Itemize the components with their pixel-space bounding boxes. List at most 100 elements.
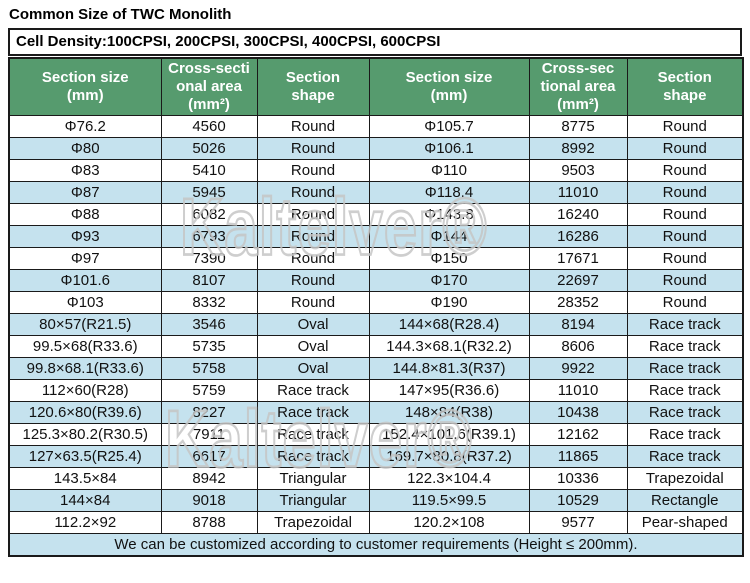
- cell: 148×84(R38): [368, 401, 530, 424]
- cell: Round: [626, 203, 744, 226]
- cell: Round: [626, 181, 744, 204]
- table-row: Φ97 7390 Round Φ150 17671 Round: [8, 247, 744, 270]
- cell: 5945: [160, 181, 258, 204]
- cell: Round: [626, 137, 744, 160]
- cell: Φ190: [368, 291, 530, 314]
- cell: Race track: [626, 357, 744, 380]
- cell: Round: [626, 291, 744, 314]
- cell: Round: [626, 115, 744, 138]
- cell: 144×68(R28.4): [368, 313, 530, 336]
- cell: Round: [626, 269, 744, 292]
- cell: 9922: [528, 357, 628, 380]
- cell: Φ150: [368, 247, 530, 270]
- cell: 122.3×104.4: [368, 467, 530, 490]
- cell: Φ118.4: [368, 181, 530, 204]
- cell: Φ106.1: [368, 137, 530, 160]
- cell: 8194: [528, 313, 628, 336]
- table-row: Φ76.2 4560 Round Φ105.7 8775 Round: [8, 115, 744, 138]
- cell: 4560: [160, 115, 258, 138]
- table-row: 144×84 9018 Triangular 119.5×99.5 10529 Recta…: [8, 489, 744, 512]
- cell: 80×57(R21.5): [8, 313, 162, 336]
- cell: Φ101.6: [8, 269, 162, 292]
- size-table: Section size (mm) Cross-secti onal area (…: [8, 57, 744, 557]
- cell: 125.3×80.2(R30.5): [8, 423, 162, 446]
- cell: 6082: [160, 203, 258, 226]
- cell: 8942: [160, 467, 258, 490]
- cell: Φ76.2: [8, 115, 162, 138]
- table-row: Φ80 5026 Round Φ106.1 8992 Round: [8, 137, 744, 160]
- cell: Round: [256, 225, 370, 248]
- cell: Round: [256, 159, 370, 182]
- column-header: Section shape: [256, 57, 370, 116]
- table-row: Φ93 6793 Round Φ144 16286 Round: [8, 225, 744, 248]
- cell: 5759: [160, 379, 258, 402]
- cell: 6793: [160, 225, 258, 248]
- cell: Race track: [626, 379, 744, 402]
- cell: 120.6×80(R39.6): [8, 401, 162, 424]
- cell: 16286: [528, 225, 628, 248]
- column-header: Section size (mm): [8, 57, 162, 116]
- cell: 143.5×84: [8, 467, 162, 490]
- cell: 99.5×68(R33.6): [8, 335, 162, 358]
- cell: Oval: [256, 313, 370, 336]
- page-title: Common Size of TWC Monolith: [9, 6, 232, 23]
- cell: 120.2×108: [368, 511, 530, 534]
- table-row: 112.2×92 8788 Trapezoidal 120.2×108 9577 Pear…: [8, 511, 744, 534]
- cell: Φ88: [8, 203, 162, 226]
- cell: 144.3×68.1(R32.2): [368, 335, 530, 358]
- cell: Rectangle: [626, 489, 744, 512]
- page: Common Size of TWC Monolith Cell Density…: [8, 6, 744, 557]
- cell: 127×63.5(R25.4): [8, 445, 162, 468]
- cell: Φ110: [368, 159, 530, 182]
- cell: Round: [256, 291, 370, 314]
- cell: Oval: [256, 335, 370, 358]
- cell: Race track: [626, 313, 744, 336]
- cell: Race track: [256, 423, 370, 446]
- cell: Φ93: [8, 225, 162, 248]
- column-header: Section shape: [626, 57, 744, 116]
- cell: Round: [626, 247, 744, 270]
- cell: 11010: [528, 379, 628, 402]
- cell: 11865: [528, 445, 628, 468]
- cell: 11010: [528, 181, 628, 204]
- cell: Round: [256, 269, 370, 292]
- cell: 8992: [528, 137, 628, 160]
- table-row: 127×63.5(R25.4) 6617 Race track 169.7×80.8(…: [8, 445, 744, 468]
- cell: 8775: [528, 115, 628, 138]
- cell: 9503: [528, 159, 628, 182]
- cell: 152.4×101.6(R39.1): [368, 423, 530, 446]
- cell: 3546: [160, 313, 258, 336]
- cell: 10438: [528, 401, 628, 424]
- cell: Race track: [256, 379, 370, 402]
- cell: Round: [256, 115, 370, 138]
- cell: Triangular: [256, 489, 370, 512]
- cell: 22697: [528, 269, 628, 292]
- cell: 99.8×68.1(R33.6): [8, 357, 162, 380]
- footer-row: We can be customized according to custom…: [8, 533, 744, 557]
- cell: 16240: [528, 203, 628, 226]
- cell: Triangular: [256, 467, 370, 490]
- cell: 8332: [160, 291, 258, 314]
- cell: 5758: [160, 357, 258, 380]
- column-header: Section size (mm): [368, 57, 530, 116]
- cell: Φ103: [8, 291, 162, 314]
- cell: 17671: [528, 247, 628, 270]
- table-row: 125.3×80.2(R30.5) 7911 Race track 152.4×101…: [8, 423, 744, 446]
- table-row: 120.6×80(R39.6) 8227 Race track 148×84(R38)…: [8, 401, 744, 424]
- cell: Φ144: [368, 225, 530, 248]
- cell: 10529: [528, 489, 628, 512]
- cell: 8788: [160, 511, 258, 534]
- cell: 7390: [160, 247, 258, 270]
- cell: 12162: [528, 423, 628, 446]
- cell-density-note: Cell Density:100CPSI, 200CPSI, 300CPSI, …: [8, 28, 742, 56]
- cell: 5735: [160, 335, 258, 358]
- cell: Race track: [626, 445, 744, 468]
- cell: Round: [256, 137, 370, 160]
- cell: Race track: [256, 401, 370, 424]
- cell: Race track: [256, 445, 370, 468]
- cell: 7911: [160, 423, 258, 446]
- table-row: Φ87 5945 Round Φ118.4 11010 Round: [8, 181, 744, 204]
- table-row: Φ83 5410 Round Φ110 9503 Round: [8, 159, 744, 182]
- cell: Trapezoidal: [626, 467, 744, 490]
- cell: 8107: [160, 269, 258, 292]
